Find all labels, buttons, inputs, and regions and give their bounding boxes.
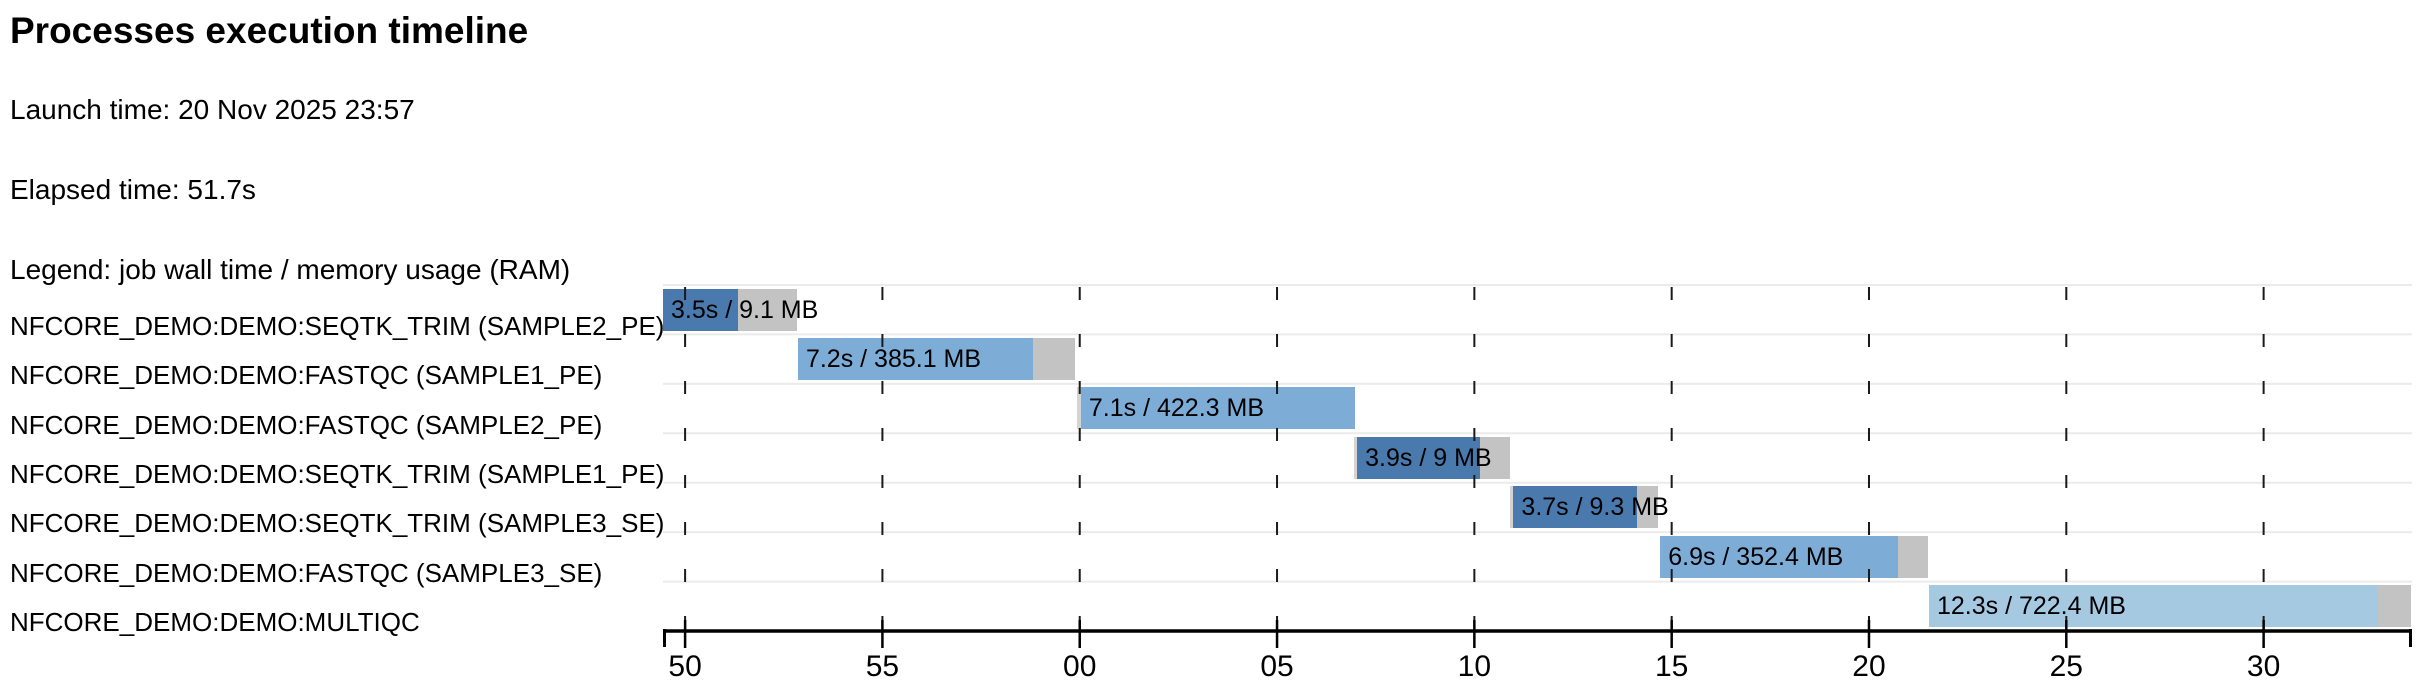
bar-value-label: 3.5s / 9.1 MB [671,295,819,324]
bar-value-label: 3.7s / 9.3 MB [1521,493,1669,522]
axis-tick-label: 15 [1655,650,1688,683]
axis-tick-label: 05 [1260,650,1293,683]
task-bar: 3.5s / 9.1 MB [663,288,818,331]
legend-text: Legend: job wall time / memory usage (RA… [10,254,571,285]
bar-memory-segment [1480,436,1510,479]
bar-memory-segment [1033,337,1075,380]
task-bar: 3.9s / 9 MB [1353,436,1510,479]
task-bar: 7.2s / 385.1 MB [797,337,1075,380]
task-bar: 7.1s / 422.3 MB [1076,387,1356,430]
bar-value-label: 6.9s / 352.4 MB [1668,542,1844,571]
bar-walltime-segment [1513,486,1638,529]
axis-tick-label: 30 [2247,650,2280,683]
launch-time-text: Launch time: 20 Nov 2025 23:57 [10,94,415,125]
process-label: NFCORE_DEMO:DEMO:SEQTK_TRIM (SAMPLE2_PE) [10,310,665,341]
bar-value-label: 3.9s / 9 MB [1365,443,1492,472]
process-label: NFCORE_DEMO:DEMO:SEQTK_TRIM (SAMPLE3_SE) [10,508,665,539]
bar-value-label: 7.1s / 422.3 MB [1088,394,1264,423]
process-label: NFCORE_DEMO:DEMO:SEQTK_TRIM (SAMPLE1_PE) [10,459,665,489]
bar-memory-segment [2378,585,2411,628]
axis-tick-label: 00 [1063,650,1096,683]
axis-tick-label: 55 [866,650,899,683]
bar-walltime-segment [1660,535,1899,578]
bar-memory-segment [1637,486,1659,529]
task-bar: 3.7s / 9.3 MB [1510,486,1669,529]
task-bar: 12.3s / 722.4 MB [1928,585,2411,628]
bar-value-label: 12.3s / 722.4 MB [1936,592,2126,621]
bar-lead-segment [1353,436,1358,479]
bar-walltime-segment [797,337,1034,380]
page-title: Processes execution timeline [10,10,529,51]
bar-lead-segment [1510,486,1514,529]
bar-value-label: 7.2s / 385.1 MB [805,344,982,373]
axis-tick-label: 50 [668,650,701,683]
report-meta: Launch time: 20 Nov 2025 23:57 Elapsed t… [10,90,570,290]
task-bar: 6.9s / 352.4 MB [1660,535,1929,578]
process-label: NFCORE_DEMO:DEMO:FASTQC (SAMPLE3_SE) [10,557,603,588]
bar-walltime-segment [663,288,738,331]
bar-memory-segment [1898,535,1929,578]
bar-walltime-segment [1928,585,2379,628]
process-label: NFCORE_DEMO:DEMO:MULTIQC [10,607,420,638]
axis-tick-label: 20 [1852,650,1885,683]
bar-memory-segment [737,288,798,331]
bar-walltime-segment [1080,387,1356,430]
elapsed-time-text: Elapsed time: 51.7s [10,174,256,205]
process-label: NFCORE_DEMO:DEMO:FASTQC (SAMPLE2_PE) [10,409,603,440]
axis-tick-label: 10 [1458,650,1491,683]
bar-walltime-segment [1357,436,1481,479]
process-label: NFCORE_DEMO:DEMO:FASTQC (SAMPLE1_PE) [10,360,603,391]
axis-tick-label: 25 [2050,650,2083,683]
